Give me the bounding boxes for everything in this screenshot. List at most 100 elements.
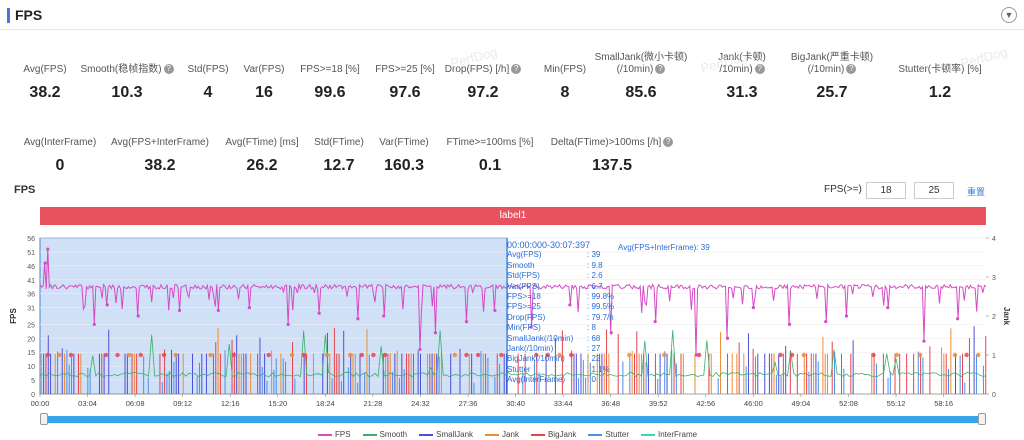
x-tick-label: 15:20 bbox=[268, 399, 287, 408]
metric-value: 99.6 bbox=[314, 84, 346, 101]
metric-value: 97.2 bbox=[467, 84, 499, 101]
tooltip-key: Smooth bbox=[507, 260, 535, 270]
jank-marker bbox=[231, 352, 237, 358]
metric-metrics_row1-1: Smooth(稳帧指数)? 10.3 bbox=[57, 52, 197, 102]
metric-label: Var(FTime) bbox=[379, 137, 429, 148]
tooltip-key: FPS>=18 bbox=[507, 291, 541, 301]
x-tick-label: 03:04 bbox=[78, 399, 97, 408]
help-icon[interactable]: ? bbox=[655, 64, 666, 75]
reset-button[interactable]: 重置 bbox=[967, 187, 986, 197]
jank-marker bbox=[173, 352, 178, 358]
x-tick-label: 24:32 bbox=[411, 399, 430, 408]
jank-marker bbox=[324, 352, 330, 358]
metric-label: Var(FPS) bbox=[243, 64, 285, 75]
jank-marker bbox=[289, 352, 295, 358]
help-icon[interactable]: ? bbox=[511, 64, 522, 75]
metric-metrics_row1-2: Std(FPS) 4 bbox=[138, 52, 278, 102]
fps-point bbox=[247, 306, 251, 310]
tooltip-row: Drop(FPS): 79.7/h bbox=[507, 313, 617, 323]
legend-item[interactable]: Smooth bbox=[362, 430, 408, 439]
metric-label: Avg(InterFrame) bbox=[23, 137, 97, 148]
metric-value: 160.3 bbox=[383, 157, 425, 174]
metric-metrics_row1-0: Avg(FPS) 38.2 bbox=[0, 52, 115, 102]
jank-marker bbox=[964, 352, 969, 358]
jank-marker bbox=[627, 352, 632, 358]
jank-marker bbox=[557, 352, 562, 358]
tooltip-key: Drop(FPS) bbox=[507, 312, 546, 322]
metric-label: Std(FPS) bbox=[187, 64, 229, 75]
time-slider[interactable] bbox=[40, 413, 986, 425]
legend-label: Jank bbox=[502, 430, 519, 439]
label-band[interactable]: label1 bbox=[40, 207, 986, 225]
y-tick-label: 36 bbox=[27, 292, 35, 299]
fps-point bbox=[653, 319, 657, 324]
legend-item[interactable]: SmallJank bbox=[419, 430, 473, 439]
metric-metrics_row1-8: SmallJank(微小卡顿) (/10min)? 85.6 bbox=[571, 52, 711, 102]
fps-chart[interactable]: 0 5 10 15 20 25 31 36 41 46 51 56 0 1 2 3 4 FPS Jank 00:00 0… bbox=[0, 228, 1024, 413]
selection-area bbox=[39, 237, 508, 395]
legend-item[interactable]: FPS bbox=[318, 430, 351, 439]
metric-value: 25.7 bbox=[816, 84, 848, 101]
y-tick-label: 51 bbox=[27, 250, 35, 257]
fps-low-input[interactable]: 18 bbox=[866, 182, 906, 199]
x-tick-label: 18:24 bbox=[316, 399, 335, 408]
legend-label: InterFrame bbox=[658, 430, 698, 439]
legend-label: Stutter bbox=[605, 430, 629, 439]
metric-value: 10.3 bbox=[111, 84, 143, 101]
fps-line bbox=[39, 249, 987, 356]
metric-metrics_row2-1: Avg(FPS+InterFrame) 38.2 bbox=[90, 125, 230, 175]
jank-marker bbox=[359, 352, 364, 358]
help-icon[interactable]: ? bbox=[754, 64, 765, 75]
metric-label: BigJank(严重卡顿) bbox=[790, 52, 874, 63]
legend-item[interactable]: InterFrame bbox=[641, 430, 697, 439]
jank-marker bbox=[917, 352, 923, 358]
fps-point bbox=[43, 261, 47, 265]
legend-item[interactable]: Stutter bbox=[588, 430, 629, 439]
help-icon[interactable]: ? bbox=[663, 137, 674, 148]
chart-legend: FPS Smooth SmallJank Jank BigJank Stutter Inte… bbox=[318, 430, 709, 439]
metric-label: Avg(FPS) bbox=[23, 64, 67, 75]
slider-track[interactable] bbox=[46, 416, 980, 423]
metric-value: 26.2 bbox=[246, 157, 278, 174]
fps-point bbox=[824, 319, 828, 324]
slider-left-handle[interactable] bbox=[40, 413, 48, 425]
fps-point bbox=[725, 336, 730, 340]
fps-point bbox=[286, 322, 290, 326]
legend-item[interactable]: Jank bbox=[485, 430, 519, 439]
metric-label: Drop(FPS) [/h]? bbox=[413, 64, 553, 76]
metric-label: FPS>=25 [%] bbox=[375, 64, 435, 75]
legend-item[interactable]: BigJank bbox=[530, 430, 576, 439]
fps-high-input[interactable]: 25 bbox=[914, 182, 954, 199]
x-tick-label: 33:44 bbox=[554, 399, 573, 408]
fps-point bbox=[493, 308, 497, 313]
fps-point bbox=[609, 331, 613, 335]
fps-point bbox=[844, 314, 849, 318]
metric-value: 8 bbox=[560, 84, 570, 101]
metric-label-line2: /10min)? bbox=[672, 64, 812, 76]
slider-right-handle[interactable] bbox=[978, 413, 986, 425]
metric-label: FTime>=100ms [%] bbox=[446, 137, 534, 148]
y2-tick-label: 3 bbox=[992, 275, 996, 282]
tooltip-row: Var(FPS): 6.7 bbox=[507, 282, 617, 292]
fps-point bbox=[92, 322, 96, 326]
metric-metrics_row2-2: Avg(FTime) [ms] 26.2 bbox=[192, 125, 332, 175]
jank-marker bbox=[568, 352, 574, 358]
tooltip-value: : 99.5% bbox=[587, 302, 615, 312]
tooltip-value: : 99.8% bbox=[587, 291, 615, 301]
help-icon[interactable]: ? bbox=[846, 64, 857, 75]
metric-value: 97.6 bbox=[389, 84, 421, 101]
jank-marker bbox=[301, 352, 306, 358]
fps-point bbox=[568, 303, 572, 307]
jank-marker bbox=[662, 352, 667, 358]
metric-value: 1.2 bbox=[928, 84, 952, 101]
help-icon[interactable]: ? bbox=[163, 64, 174, 75]
jank-marker bbox=[266, 352, 271, 358]
x-tick-label: 55:12 bbox=[887, 399, 906, 408]
legend-label: Smooth bbox=[379, 430, 408, 439]
collapse-icon[interactable]: ▼ bbox=[1001, 7, 1017, 23]
metric-label: Stutter(卡顿率) [%] bbox=[898, 64, 982, 75]
tooltip-key: Avg(FPS) bbox=[507, 250, 542, 260]
fps-point bbox=[177, 308, 182, 313]
fps-point bbox=[751, 306, 755, 310]
tooltip-value: : 39 bbox=[587, 250, 601, 260]
